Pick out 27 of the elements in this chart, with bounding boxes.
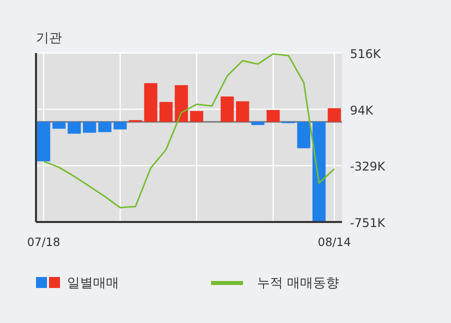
bar [52,122,66,129]
y-tick-label: -329K [350,160,386,174]
bar [266,110,280,122]
bar [159,102,173,122]
chart-title: 기관 [36,31,62,46]
x-tick-label: 07/18 [27,235,60,249]
bar [236,101,250,122]
bar [37,122,50,162]
bar [144,83,158,122]
bar [174,85,188,122]
y-tick-label: 94K [350,103,374,118]
bar [297,122,310,148]
bar [220,96,234,122]
bar [251,122,264,126]
bar [98,122,112,132]
bar [82,122,96,133]
bar [190,111,204,122]
x-tick-label: 08/14 [318,235,351,249]
legend-label: 누적 매매동향 [257,276,340,291]
line-series [42,53,336,208]
bar [68,122,81,134]
bar [312,122,326,222]
bar [114,122,127,130]
legend-label: 일별매매 [67,276,119,291]
y-tick-label: -751K [350,216,386,230]
bar [328,108,341,122]
y-tick-label: 516K [350,47,382,61]
